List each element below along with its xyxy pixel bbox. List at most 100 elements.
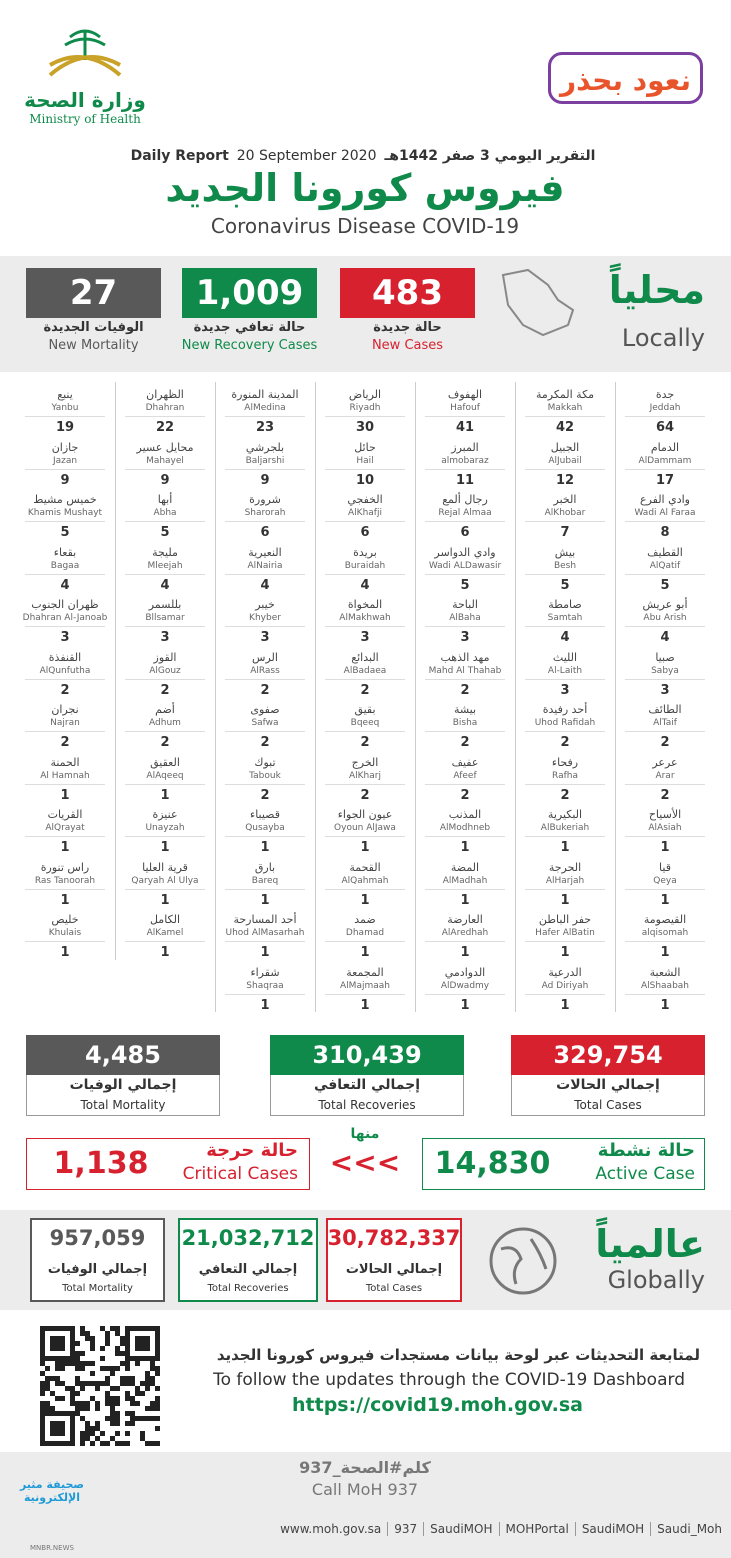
- qr-module: [115, 1386, 120, 1391]
- city-name-en: Qeya: [653, 875, 677, 886]
- city-name-ar: الليث: [552, 650, 578, 664]
- qr-module: [80, 1441, 85, 1446]
- qr-module: [110, 1436, 115, 1441]
- city-name-en: AlDwadmy: [440, 980, 490, 991]
- qr-module: [100, 1346, 105, 1351]
- qr-module: [100, 1431, 105, 1436]
- qr-module: [40, 1381, 45, 1386]
- city-name-en: AlGouz: [149, 665, 181, 676]
- qr-module: [135, 1416, 140, 1421]
- qr-module: [40, 1351, 45, 1356]
- social-link[interactable]: SaudiMOH: [423, 1522, 493, 1536]
- qr-module: [105, 1336, 110, 1341]
- qr-module: [115, 1401, 120, 1406]
- qr-module: [45, 1386, 50, 1391]
- qr-module: [60, 1426, 65, 1431]
- qr-module: [50, 1426, 55, 1431]
- qr-module: [115, 1396, 120, 1401]
- qr-module: [100, 1366, 105, 1371]
- social-link[interactable]: MOHPortal: [498, 1522, 569, 1536]
- city-underline: [425, 888, 505, 890]
- qr-module: [90, 1341, 95, 1346]
- city-name-en: Qusayba: [245, 823, 285, 833]
- qr-module: [150, 1366, 155, 1371]
- city-value: 4: [660, 630, 670, 645]
- qr-module: [130, 1356, 135, 1361]
- city-underline: [25, 783, 105, 785]
- qr-module: [75, 1376, 80, 1381]
- social-link[interactable]: SaudiMOH: [574, 1522, 644, 1536]
- qr-module: [125, 1351, 130, 1356]
- qr-module: [40, 1411, 45, 1416]
- city-underline: [225, 521, 305, 522]
- qr-module: [145, 1386, 150, 1391]
- qr-module: [140, 1356, 145, 1361]
- city-underline: [325, 941, 405, 942]
- qr-module: [140, 1391, 145, 1396]
- city-underline: [25, 941, 105, 942]
- city-underline: [325, 993, 405, 995]
- qr-module: [60, 1346, 65, 1351]
- qr-module: [80, 1381, 85, 1386]
- qr-module: [40, 1346, 45, 1351]
- city-underline: [325, 573, 405, 575]
- qr-module: [105, 1381, 110, 1386]
- global-card: [30, 1218, 165, 1302]
- city-name-ar: تبوك: [254, 755, 276, 769]
- qr-module: [60, 1381, 65, 1386]
- local-card-label-en: New Cases: [371, 338, 444, 353]
- city-underline: [125, 626, 205, 627]
- city-value: 22: [155, 420, 175, 435]
- city-underline: [425, 731, 505, 732]
- qr-module: [70, 1421, 75, 1426]
- city-value: 1: [660, 945, 670, 960]
- city-underline: [125, 573, 205, 575]
- city-value: 3: [660, 682, 670, 698]
- city-name-ar: المخواة: [347, 598, 383, 611]
- qr-module: [120, 1381, 125, 1386]
- dashboard-url[interactable]: https://covid19.moh.gov.sa: [292, 1394, 583, 1416]
- qr-module: [85, 1336, 90, 1341]
- qr-module: [65, 1356, 70, 1361]
- local-card-label-ar: الوفيات الجديدة: [43, 320, 144, 335]
- city-value: 9: [260, 472, 270, 488]
- qr-module: [110, 1411, 115, 1416]
- city-underline: [625, 626, 705, 627]
- qr-module: [60, 1441, 65, 1446]
- qr-module: [155, 1406, 160, 1411]
- city-value: 12: [555, 472, 575, 488]
- qr-module: [155, 1401, 160, 1406]
- social-link[interactable]: www.moh.gov.sa: [280, 1522, 382, 1536]
- city-underline: [225, 836, 305, 837]
- city-name-ar: بقيق: [354, 703, 376, 716]
- social-link[interactable]: Saudi_Moh: [650, 1522, 722, 1536]
- city-underline: [525, 468, 605, 470]
- qr-module: [90, 1431, 95, 1436]
- qr-module: [40, 1336, 45, 1341]
- city-value: 4: [560, 630, 570, 645]
- city-value: 1: [160, 787, 170, 803]
- city-name-ar: الهفوف: [447, 388, 483, 401]
- city-value: 1: [260, 997, 270, 1013]
- qr-module: [90, 1346, 95, 1351]
- city-name-ar: الكامل: [149, 913, 181, 926]
- qr-module: [145, 1326, 150, 1331]
- qr-module: [135, 1336, 140, 1341]
- total-label-en: Total Cases: [574, 1098, 642, 1112]
- city-value: 2: [360, 682, 370, 698]
- city-value: 5: [560, 577, 570, 593]
- qr-module: [85, 1401, 90, 1406]
- city-name-en: Safwa: [251, 718, 279, 728]
- qr-module: [120, 1351, 125, 1356]
- city-name-en: AlMadhah: [442, 875, 488, 886]
- city-name-ar: القطيف: [647, 545, 683, 559]
- qr-module: [145, 1346, 150, 1351]
- city-name-en: Najran: [50, 718, 80, 728]
- city-name-en: Arar: [655, 770, 675, 781]
- qr-module: [75, 1341, 80, 1346]
- city-value: 17: [655, 472, 675, 488]
- city-underline: [125, 941, 205, 942]
- qr-module: [80, 1366, 85, 1371]
- city-underline: [425, 993, 505, 995]
- social-link[interactable]: 937: [387, 1522, 417, 1536]
